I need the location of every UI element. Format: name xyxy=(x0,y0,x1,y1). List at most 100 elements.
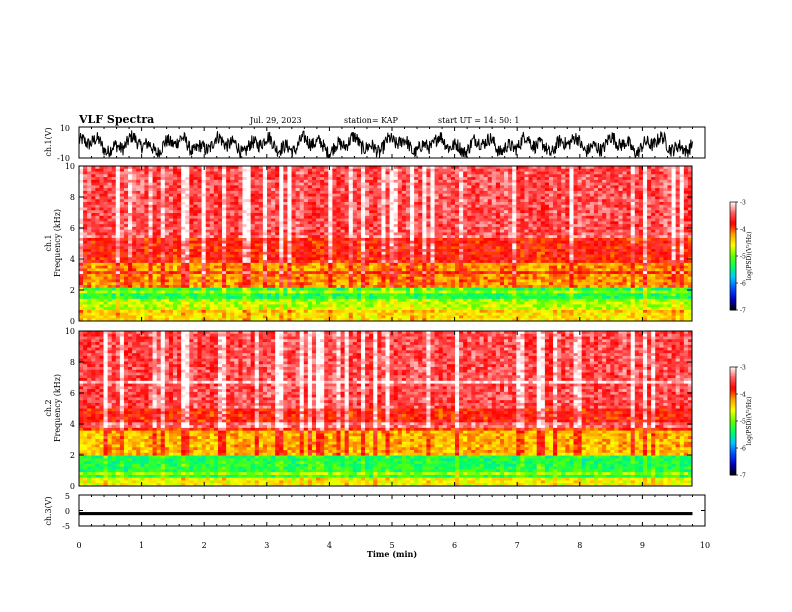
spectrogram-cell xyxy=(242,185,247,189)
spectrogram-cell xyxy=(414,229,419,233)
spectrogram-cell xyxy=(238,204,243,208)
spectrogram-cell xyxy=(132,168,137,172)
spectrogram-cell xyxy=(328,215,333,219)
spectrogram-cell xyxy=(655,190,660,195)
spectrogram-cell xyxy=(487,166,493,170)
spectrogram-cell xyxy=(381,243,386,247)
spectrogram-cell xyxy=(123,210,129,214)
spectrogram-cell xyxy=(520,210,525,214)
spectrogram-cell xyxy=(275,168,280,172)
spectrogram-cell xyxy=(610,196,615,200)
spectrogram-cell xyxy=(667,240,672,244)
spectrogram-cell xyxy=(548,166,554,170)
spectrogram-cell xyxy=(651,166,656,170)
spectrogram-cell xyxy=(667,249,672,253)
spectrogram-cell xyxy=(283,207,288,211)
spectrogram-cell xyxy=(422,188,427,192)
spectrogram-cell xyxy=(144,177,149,181)
spectrogram-cell xyxy=(495,229,501,233)
spectrogram-cell xyxy=(475,221,480,225)
spectrogram-cell xyxy=(287,193,292,197)
spectrogram-cell xyxy=(316,182,321,186)
spectrogram-cell xyxy=(242,193,247,197)
spectrogram-cell xyxy=(193,249,198,253)
spectrogram-cell xyxy=(516,166,521,170)
spectrogram-cell xyxy=(434,213,440,217)
spectrogram-cell xyxy=(348,196,354,200)
spectrogram-cell xyxy=(307,210,313,214)
spectrogram-cell xyxy=(532,196,538,200)
spectrogram-cell xyxy=(95,179,100,184)
spectrogram-cell xyxy=(222,249,227,253)
spectrogram-cell xyxy=(352,182,358,186)
spectrogram-cell xyxy=(483,215,489,219)
spectrogram-cell xyxy=(618,174,623,178)
spectrogram-cell xyxy=(585,213,591,217)
spectrogram-cell xyxy=(303,249,309,253)
spectrogram-cell xyxy=(585,240,591,244)
spectrogram-cell xyxy=(671,224,677,228)
spectrogram-cell xyxy=(540,168,546,172)
spectrogram-cell xyxy=(544,174,550,178)
spectrogram-cell xyxy=(581,179,587,184)
spectrogram-cell xyxy=(209,224,215,228)
spectrogram-cell xyxy=(426,224,431,228)
spectrogram-cell xyxy=(377,221,382,225)
spectrogram-cell xyxy=(438,179,444,184)
spectrogram-cell xyxy=(561,204,566,208)
spectrogram-cell xyxy=(377,201,382,206)
spectrogram-cell xyxy=(295,254,301,258)
spectrogram-cell xyxy=(365,249,370,253)
spectrogram-cell xyxy=(360,193,366,197)
spectrogram-cell xyxy=(99,213,104,217)
spectrogram-cell xyxy=(168,182,174,186)
spectrogram-cell xyxy=(209,232,215,236)
spectrogram-cell xyxy=(516,232,521,236)
spectrogram-cell xyxy=(471,246,476,250)
spectrogram-cell xyxy=(95,207,100,211)
spectrogram-cell xyxy=(271,226,276,231)
spectrogram-cell xyxy=(434,249,440,253)
spectrogram-cell xyxy=(569,201,574,206)
spectrogram-cell xyxy=(495,218,501,222)
spectrogram-cell xyxy=(344,249,350,253)
spectrogram-cell xyxy=(450,246,456,250)
spectrogram-cell xyxy=(328,182,333,186)
spectrogram-cell xyxy=(434,215,440,219)
spectrogram-cell xyxy=(340,254,346,258)
spectrogram-cell xyxy=(418,190,423,195)
spectrogram-cell xyxy=(544,168,550,172)
spectrogram-cell xyxy=(463,179,468,184)
spectrogram-cell xyxy=(467,168,472,172)
spectrogram-cell xyxy=(222,182,227,186)
spectrogram-cell xyxy=(520,193,525,197)
spectrogram-cell xyxy=(103,235,109,239)
spectrogram-cell xyxy=(365,201,370,206)
spectrogram-cell xyxy=(172,218,178,222)
ch1-ylabel: ch.1(V) xyxy=(44,127,53,156)
spectrogram-cell xyxy=(491,166,497,170)
spectrogram-cell xyxy=(111,215,117,219)
spectrogram-cell xyxy=(356,207,362,211)
spectrogram-cell xyxy=(459,246,464,250)
spectrogram-cell xyxy=(226,254,231,258)
spectrogram-cell xyxy=(467,210,472,214)
spectrogram-cell xyxy=(242,218,247,222)
spectrogram-cell xyxy=(495,232,501,236)
spectrogram-cell xyxy=(369,196,374,200)
spectrogram-cell xyxy=(123,213,129,217)
spectrogram-cell xyxy=(487,179,493,184)
spectrogram-cell xyxy=(262,204,268,208)
spectrogram-cell xyxy=(504,232,509,236)
spectrogram-cell xyxy=(217,251,223,255)
spectrogram-cell xyxy=(536,251,542,255)
spectrogram-cell xyxy=(532,168,538,172)
spectrogram-cell xyxy=(340,171,346,175)
spectrogram-cell xyxy=(291,171,296,175)
spectrogram-cell xyxy=(254,240,260,244)
spectrogram-cell xyxy=(651,204,656,208)
spectrogram-cell xyxy=(438,190,444,195)
spectrogram-cell xyxy=(577,213,583,217)
spectrogram-cell xyxy=(532,246,538,250)
spectrogram-cell xyxy=(365,251,370,255)
